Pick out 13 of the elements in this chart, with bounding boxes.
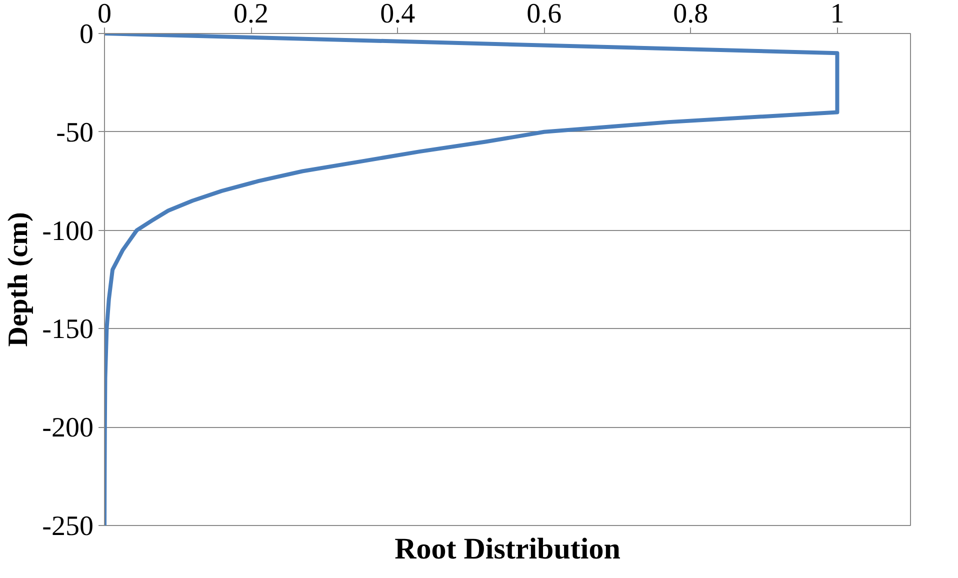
y-tick-label: 0 — [80, 19, 94, 50]
y-axis-title: Depth (cm) — [3, 212, 34, 347]
y-tick-label: -50 — [56, 117, 94, 148]
x-tick-label: 1 — [830, 0, 844, 30]
x-axis-title: Root Distribution — [394, 532, 621, 566]
x-tick-label: 0.6 — [526, 0, 562, 30]
x-tick-label: 0.8 — [673, 0, 708, 30]
x-tick-label: 0.4 — [380, 0, 416, 30]
x-tick-label: 0.2 — [234, 0, 269, 30]
y-tick-label: -250 — [42, 511, 94, 542]
y-tick-label: -150 — [42, 314, 94, 346]
y-tick-label: -100 — [42, 216, 94, 247]
y-tick-label: -200 — [42, 412, 94, 444]
